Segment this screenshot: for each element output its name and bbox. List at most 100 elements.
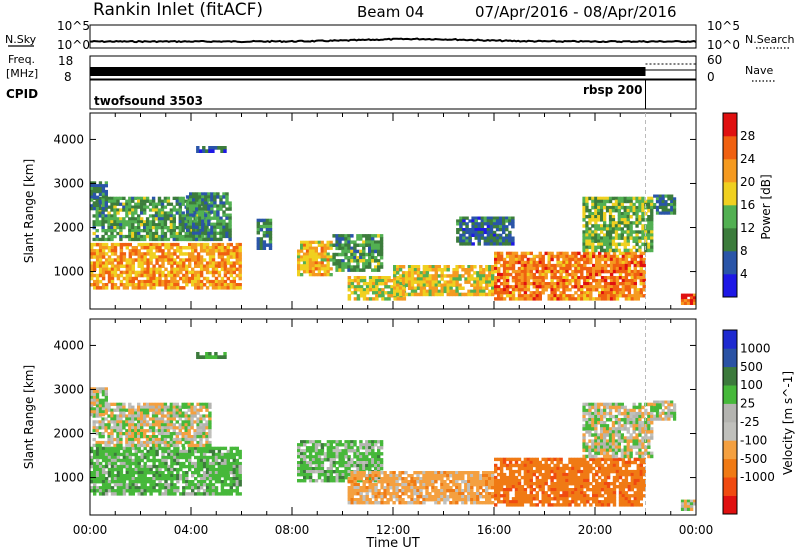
range-gate-cell (166, 405, 171, 409)
range-gate-cell (471, 228, 475, 232)
range-gate-cell (462, 216, 466, 220)
range-gate-cell (211, 477, 216, 481)
range-gate-cell (101, 387, 106, 391)
range-gate-cell (179, 455, 183, 460)
range-gate-cell (693, 299, 697, 303)
range-gate-cell (332, 455, 336, 459)
range-gate-cell (202, 435, 206, 439)
range-gate-cell (323, 249, 327, 253)
range-gate-cell (398, 289, 403, 294)
range-gate-cell (344, 262, 348, 266)
range-gate-cell (188, 279, 192, 284)
range-gate-cell (173, 455, 177, 460)
range-gate-cell (131, 429, 135, 433)
range-gate-cell (428, 292, 432, 297)
range-gate-cell (154, 202, 159, 206)
range-gate-cell (167, 486, 171, 490)
range-gate-cell (589, 291, 593, 295)
range-gate-cell (92, 181, 97, 185)
range-gate-cell (371, 243, 375, 247)
range-gate-cell (143, 283, 147, 287)
range-gate-cell (116, 261, 121, 265)
range-gate-cell (163, 237, 168, 242)
range-gate-cell (187, 405, 191, 409)
range-gate-cell (591, 248, 595, 253)
range-gate-cell (642, 272, 646, 277)
range-gate-cell (511, 239, 515, 243)
range-gate-cell (226, 283, 230, 287)
range-gate-cell (606, 282, 611, 286)
range-gate-cell (565, 297, 569, 301)
range-gate-cell (90, 461, 94, 466)
range-gate-cell (259, 243, 264, 247)
range-gate-cell (205, 264, 210, 268)
range-gate-cell (562, 288, 566, 292)
range-gate-cell (314, 464, 319, 468)
range-gate-cell (434, 292, 438, 297)
range-gate-cell (181, 234, 185, 239)
range-gate-cell (134, 246, 138, 250)
range-gate-cell (107, 489, 112, 493)
range-gate-cell (137, 458, 141, 463)
range-gate-cell (320, 464, 325, 468)
range-gate-cell (574, 266, 578, 271)
range-gate-cell (449, 274, 453, 278)
range-gate-cell (235, 261, 239, 265)
range-gate-cell (305, 461, 310, 465)
range-gate-cell (329, 443, 333, 447)
range-gate-cell (187, 432, 191, 436)
range-gate-cell (401, 277, 406, 281)
range-gate-cell (101, 207, 106, 211)
range-gate-cell (149, 486, 153, 490)
range-gate-cell (101, 192, 106, 196)
range-gate-cell (140, 417, 144, 421)
range-gate-cell (489, 242, 494, 246)
range-gate-cell (489, 228, 494, 232)
range-gate-cell (157, 443, 162, 448)
range-gate-cell (195, 198, 199, 202)
range-gate-cell (582, 196, 586, 201)
range-gate-cell (449, 283, 453, 287)
range-gate-cell (471, 242, 475, 246)
range-gate-cell (205, 440, 209, 445)
range-gate-cell (176, 286, 180, 290)
range-gate-cell (393, 265, 397, 269)
range-gate-cell (157, 199, 162, 203)
range-gate-cell (338, 246, 342, 251)
range-gate-cell (332, 256, 336, 260)
range-gate-cell (157, 234, 162, 239)
range-gate-cell (680, 299, 685, 303)
range-gate-cell (368, 262, 372, 266)
range-gate-cell (485, 292, 489, 297)
range-gate-cell (107, 199, 111, 203)
range-gate-cell (119, 255, 124, 259)
range-gate-cell (176, 273, 180, 278)
range-gate-cell (326, 470, 331, 474)
range-gate-cell (169, 411, 174, 415)
range-gate-cell (155, 261, 159, 265)
range-gate-cell (173, 267, 177, 272)
range-gate-cell (185, 471, 189, 475)
range-gate-cell (583, 285, 587, 289)
range-gate-cell (95, 407, 100, 411)
range-gate-cell (160, 208, 165, 212)
range-gate-cell (134, 276, 138, 281)
range-gate-cell (595, 288, 599, 292)
freq-label: Freq. (8, 53, 35, 66)
range-gate-cell (347, 262, 351, 266)
range-gate-cell (600, 202, 604, 207)
range-gate-cell (396, 292, 400, 297)
range-gate-cell (172, 231, 176, 236)
range-gate-cell (164, 492, 168, 496)
range-gate-cell (326, 449, 331, 453)
range-gate-cell (477, 233, 481, 237)
range-gate-cell (583, 279, 587, 283)
range-gate-cell (143, 220, 147, 224)
range-gate-cell (220, 258, 225, 262)
range-gate-cell (119, 486, 124, 490)
range-gate-cell (338, 443, 342, 447)
range-gate-cell (379, 440, 384, 444)
range-gate-cell (377, 449, 381, 453)
range-gate-cell (626, 212, 630, 216)
range-gate-cell (617, 196, 621, 201)
